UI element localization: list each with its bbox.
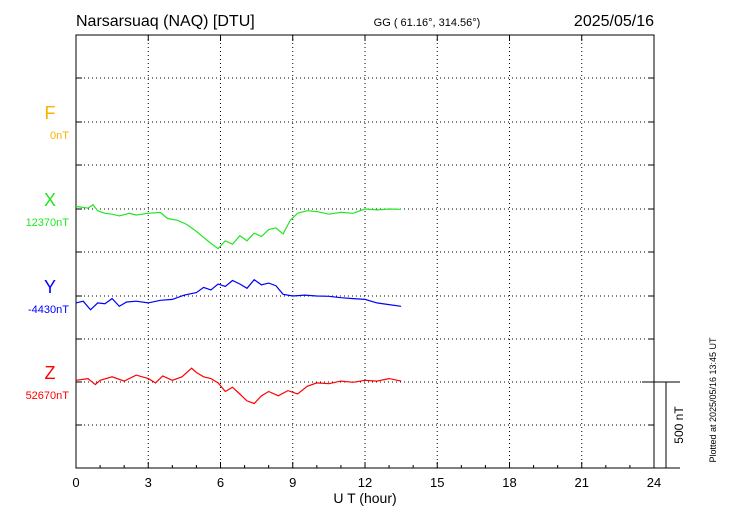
- scale-bar: 500 nT: [642, 381, 686, 469]
- x-tick-label: 21: [575, 475, 589, 490]
- x-tick-label: 15: [430, 475, 444, 490]
- x-tick-label: 24: [647, 475, 661, 490]
- x-tick-label: 3: [145, 475, 152, 490]
- component-label-f: F: [45, 103, 56, 123]
- component-labels: F 0nT X 12370nT Y -4430nT Z 52670nT: [26, 103, 70, 402]
- component-label-y: Y: [44, 277, 56, 297]
- baseline-label-y: -4430nT: [28, 304, 69, 316]
- x-tick-label: 12: [358, 475, 372, 490]
- tick-layer: 0 3 6 9 12 15 18 21 24: [72, 34, 661, 490]
- plotted-timestamp: Plotted at 2025/05/16 13:45 UT: [708, 337, 718, 463]
- series-line-z: [75, 367, 402, 405]
- scale-bar-label: 500 nT: [672, 406, 686, 444]
- series-line-y: [75, 278, 402, 311]
- station-title: Narsarsuaq (NAQ) [DTU]: [76, 13, 255, 30]
- x-axis-label: U T (hour): [333, 490, 396, 506]
- x-tick-label: 9: [289, 475, 296, 490]
- x-tick-label: 0: [72, 475, 79, 490]
- baseline-label-f: 0nT: [50, 130, 69, 142]
- series-layer: [75, 203, 402, 405]
- grid-layer: [76, 35, 654, 468]
- baseline-label-z: 52670nT: [26, 390, 70, 402]
- station-coordinates: GG ( 61.16°, 314.56°): [374, 17, 481, 29]
- plot-date: 2025/05/16: [574, 13, 654, 30]
- component-label-z: Z: [45, 363, 56, 383]
- series-line-x: [75, 203, 402, 250]
- baseline-label-x: 12370nT: [26, 217, 70, 229]
- x-tick-label: 18: [502, 475, 516, 490]
- component-label-x: X: [44, 190, 56, 210]
- x-tick-label: 6: [217, 475, 224, 490]
